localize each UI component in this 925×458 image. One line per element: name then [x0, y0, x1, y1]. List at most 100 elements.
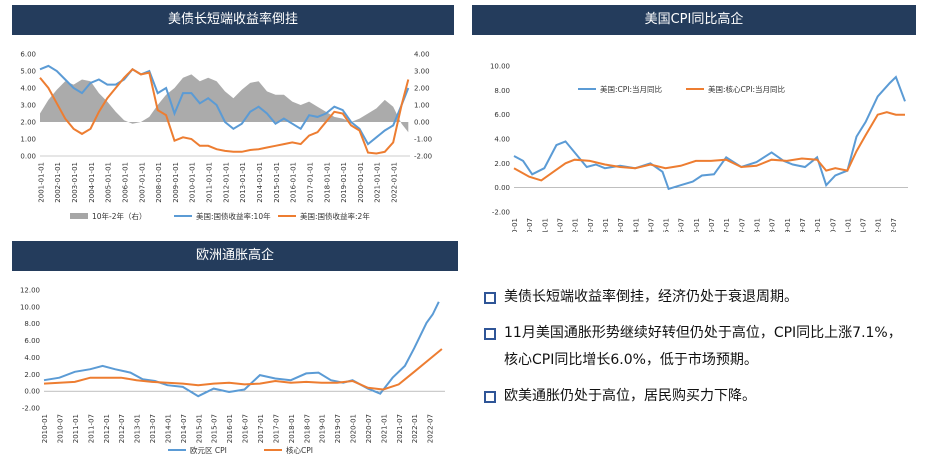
x-tick-label: 2018-07: [303, 414, 311, 443]
x-tick-label: 2019-01: [784, 218, 792, 232]
y-tick-label: 2.00: [494, 160, 510, 168]
y2-tick-label: -1.00: [414, 136, 432, 144]
x-tick-label: 2014-01: [632, 218, 640, 232]
line-series: [39, 68, 410, 155]
x-tick-label: 2014-07: [180, 414, 188, 443]
legend-label: 10年-2年（右）: [92, 211, 147, 221]
x-tick-label: 2020-01: [350, 414, 358, 443]
x-tick-label: 2016-07: [708, 218, 716, 232]
x-tick-label: 2018-01-01: [323, 162, 331, 203]
x-tick-label: 2018-01: [753, 218, 761, 232]
y-tick-label: 1.00: [20, 136, 36, 144]
y-tick-label: 10.00: [490, 63, 510, 71]
x-tick-label: 2020-01: [814, 218, 822, 232]
y2-tick-label: 1.00: [414, 102, 430, 110]
y-tick-label: 6.00: [494, 111, 510, 119]
line-series: [43, 348, 443, 391]
bullet-text: 11月美国通胀形势继续好转但仍处于高位，CPI同比上涨7.1%，核心CPI同比增…: [504, 325, 902, 368]
x-tick-label: 2021-01: [844, 218, 852, 232]
x-tick-label: 2020-07: [365, 414, 373, 443]
bullet-item: 美债长短端收益率倒挂，经济仍处于衰退周期。: [484, 284, 914, 311]
legend-label: 美国:核心CPI:当月同比: [708, 84, 786, 94]
x-tick-label: 2011-01-01: [206, 162, 214, 203]
x-tick-label: 2006-01-01: [121, 162, 129, 203]
x-tick-label: 2018-01: [288, 414, 296, 443]
bullet-item: 欧美通胀仍处于高位，居民购买力下降。: [484, 383, 914, 410]
x-tick-label: 2012-07: [118, 414, 126, 443]
x-tick-label: 2004-01-01: [88, 162, 96, 203]
legend-label: 美国:CPI:当月同比: [600, 84, 663, 94]
y-tick-label: 0.00: [494, 184, 510, 192]
bullet-square-icon: [484, 391, 496, 403]
x-tick-label: 2003-01-01: [71, 162, 79, 203]
y-tick-label: 10.00: [20, 303, 40, 311]
x-tick-label: 2020-01-01: [357, 162, 365, 203]
x-tick-label: 2019-01: [319, 414, 327, 443]
x-tick-label: 2017-07: [738, 218, 746, 232]
x-tick-label: 2019-07: [334, 414, 342, 443]
y-tick-label: 5.00: [20, 68, 36, 76]
y-tick-label: 6.00: [20, 51, 36, 59]
x-tick-label: 2011-07: [556, 218, 564, 232]
us-cpi-chart: -2.00 0.00 2.00 4.00 6.00 8.00 10.00 2010-01 201…: [490, 63, 908, 232]
x-tick-label: 2022-07: [427, 414, 435, 443]
bullet-text: 美债长短端收益率倒挂，经济仍处于衰退周期。: [504, 289, 798, 305]
line-series: [513, 75, 906, 191]
y2-tick-label: -2.00: [414, 153, 432, 161]
x-tick-label: 2021-01-01: [374, 162, 382, 203]
x-tick-label: 2013-01: [602, 218, 610, 232]
x-tick-label: 2022-01-01: [391, 162, 399, 203]
x-tick-label: 2001-01-01: [37, 162, 45, 203]
x-tick-label: 2016-01-01: [290, 162, 298, 203]
eu-cpi-chart: -2.00 0.00 2.00 4.00 6.00 8.00 10.00 12.00 2010-…: [20, 287, 445, 455]
y-tick-label: 4.00: [20, 85, 36, 93]
x-tick-label: 2016-01: [226, 414, 234, 443]
legend-label: 美国:国债收益率:10年: [196, 211, 271, 221]
line-series: [513, 111, 905, 182]
y-tick-label: -2.00: [22, 405, 40, 413]
x-tick-label: 2014-07: [647, 218, 655, 232]
x-tick-label: 2008-01-01: [155, 162, 163, 203]
y2-tick-label: 0.00: [414, 119, 430, 127]
x-tick-label: 2014-01: [164, 414, 172, 443]
x-tick-label: 2014-01-01: [256, 162, 264, 203]
us-cpi-title: 美国CPI同比高企: [472, 5, 916, 35]
x-tick-label: 2017-01-01: [306, 162, 314, 203]
y-tick-label: 0.00: [24, 388, 40, 396]
y-tick-label: 4.00: [494, 136, 510, 144]
x-tick-label: 2021-01: [380, 414, 388, 443]
x-tick-label: 2019-07: [799, 218, 807, 232]
treasury-chart: 0.00 1.00 2.00 3.00 4.00 5.00 6.00 -2.00 -1.00 0.…: [20, 51, 432, 222]
x-tick-label: 2022-01: [411, 414, 419, 443]
x-tick-label: 2010-07: [57, 414, 65, 443]
area-series: [40, 74, 409, 133]
x-tick-label: 2022-07: [890, 218, 898, 232]
y-tick-label: 3.00: [20, 102, 36, 110]
y2-tick-label: 2.00: [414, 85, 430, 93]
line-series: [43, 301, 440, 398]
x-tick-label: 2019-01-01: [340, 162, 348, 203]
bullet-square-icon: [484, 328, 496, 340]
legend-label: 美国:国债收益率:2年: [300, 211, 370, 221]
x-tick-label: 2015-07: [678, 218, 686, 232]
x-tick-label: 2005-01-01: [105, 162, 113, 203]
line-series: [39, 64, 410, 146]
y-tick-label: 6.00: [24, 337, 40, 345]
x-tick-label: 2011-07: [87, 414, 95, 443]
bullet-square-icon: [484, 292, 496, 304]
y-tick-label: -2.00: [492, 209, 510, 217]
y-tick-label: 0.00: [20, 153, 36, 161]
treasury-title: 美债长短端收益率倒挂: [12, 5, 454, 35]
key-points: 美债长短端收益率倒挂，经济仍处于衰退周期。 11月美国通胀形势继续好转但仍处于高…: [484, 284, 914, 419]
x-tick-label: 2017-07: [272, 414, 280, 443]
legend-label: 欧元区 CPI: [190, 445, 227, 455]
bullet-item: 11月美国通胀形势继续好转但仍处于高位，CPI同比上涨7.1%，核心CPI同比增…: [484, 320, 914, 374]
eu-cpi-title: 欧洲通胀高企: [12, 241, 458, 271]
x-tick-label: 2010-07: [526, 218, 534, 232]
x-tick-label: 2015-01-01: [273, 162, 281, 203]
x-tick-label: 2010-01: [41, 414, 49, 443]
x-tick-label: 2012-07: [587, 218, 595, 232]
x-tick-label: 2021-07: [860, 218, 868, 232]
x-tick-label: 2011-01: [72, 414, 80, 443]
bullet-text: 欧美通胀仍处于高位，居民购买力下降。: [504, 388, 756, 404]
